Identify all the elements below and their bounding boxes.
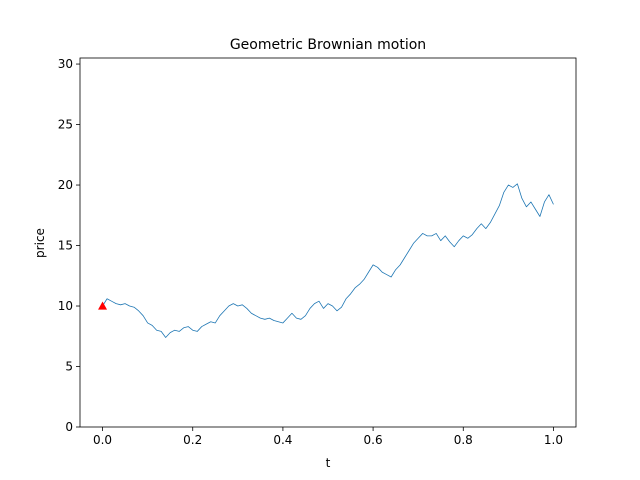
x-axis-label: t [326,456,331,470]
x-tick-label: 0.6 [364,433,383,447]
x-tick-label: 0.4 [273,433,292,447]
y-tick-label: 10 [58,299,73,313]
x-tick-label: 0.8 [454,433,473,447]
y-tick-label: 20 [58,178,73,192]
x-tick-label: 0.2 [183,433,202,447]
marker-layer [98,301,108,310]
y-axis-ticks: 0 5 10 15 20 25 30 [58,57,80,434]
y-tick-label: 30 [58,57,73,71]
series-layer [102,183,554,338]
y-tick-label: 5 [65,360,73,374]
chart-title: Geometric Brownian motion [230,37,426,53]
price-series-line [102,183,554,338]
x-tick-label: 0.0 [93,433,112,447]
plot-area [80,58,576,427]
y-tick-label: 0 [65,420,73,434]
start-point-marker [98,301,108,310]
y-tick-label: 15 [58,239,73,253]
y-axis-label: price [33,228,47,258]
y-tick-label: 25 [58,118,73,132]
x-axis-ticks: 0.0 0.2 0.4 0.6 0.8 1.0 [93,427,563,447]
x-tick-label: 1.0 [544,433,563,447]
plot-frame [79,57,577,428]
